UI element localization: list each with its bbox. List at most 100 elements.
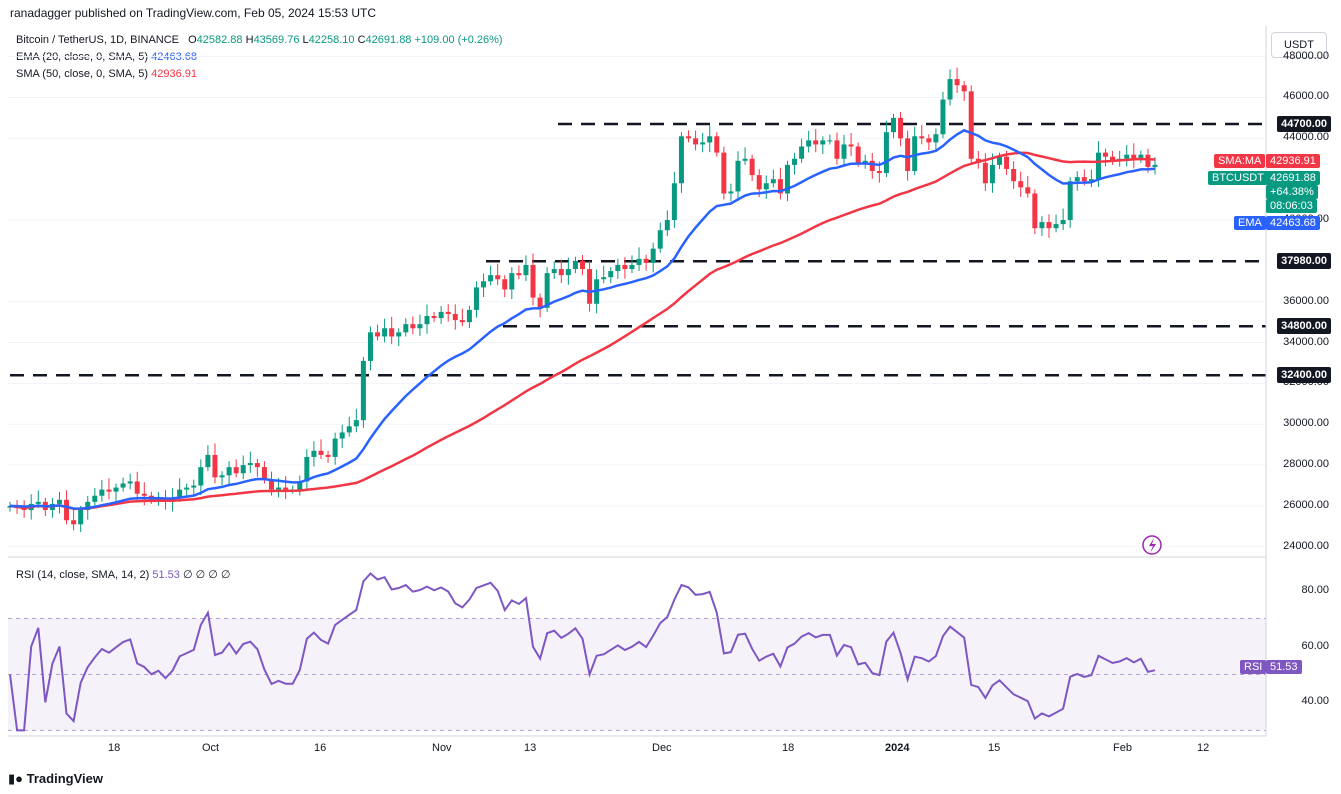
price-tick-label: 34000.00 [1283, 335, 1329, 348]
level-price-label: 37980.00 [1277, 253, 1331, 270]
price-tick-label: 48000.00 [1283, 49, 1329, 62]
candle-body [297, 481, 303, 490]
candle-body [883, 132, 889, 174]
candle-body [466, 309, 472, 323]
candle-body [834, 140, 840, 159]
candle-body [233, 467, 239, 474]
candle-body [509, 273, 515, 290]
candle-body [283, 487, 289, 490]
tradingview-icon: ▮● [8, 771, 24, 786]
time-tick-label: 18 [108, 742, 121, 754]
candle-body [495, 275, 501, 280]
candle-body [502, 279, 508, 290]
sma-legend[interactable]: SMA (50, close, 0, SMA, 5) 42936.91 [16, 68, 197, 80]
candle-body [417, 324, 423, 329]
candle-body [523, 264, 529, 276]
price-tick-label: 28000.00 [1283, 458, 1329, 471]
sma-legend-label: SMA (50, close, 0, SMA, 5) [16, 68, 149, 80]
candle-body [919, 136, 925, 139]
candle-body [961, 85, 967, 92]
candle-body [890, 117, 896, 133]
candle-body [1011, 168, 1017, 182]
candle-body [686, 136, 692, 139]
candle-body [254, 463, 260, 468]
candle-body [905, 138, 911, 172]
candle-body [410, 324, 416, 329]
candle-body [572, 260, 578, 270]
candle-body [339, 432, 345, 439]
candle-body [657, 230, 663, 249]
candle-body [636, 258, 642, 265]
candle-body [1152, 164, 1158, 167]
close-value: 42691.88 [365, 34, 412, 46]
symbol-name[interactable]: Bitcoin / TetherUS, 1D, BINANCE [16, 34, 180, 46]
btcusdt-badge: BTCUSDT [1208, 171, 1268, 185]
candle-body [551, 269, 557, 274]
candle-body [459, 320, 465, 323]
candle-body [799, 146, 805, 159]
candle-body [1060, 220, 1066, 225]
time-tick-label: Nov [432, 742, 452, 754]
candle-body [141, 493, 147, 496]
candle-body [78, 510, 84, 525]
candle-body [1138, 154, 1144, 159]
candle-body [64, 499, 70, 521]
candle-body [777, 179, 783, 194]
candle-body [827, 140, 833, 142]
rsi-line [9, 572, 1156, 732]
sma-50-line [9, 151, 1156, 511]
candle-body [106, 489, 112, 492]
candle-body [353, 420, 359, 427]
candle-body [940, 99, 946, 135]
candle-body [1046, 222, 1052, 229]
candle-body [325, 454, 331, 457]
time-tick-label: Oct [202, 742, 220, 754]
candle-body [438, 311, 444, 319]
candle-body [763, 183, 769, 190]
time-tick-label: 13 [524, 742, 537, 754]
countdown-badge: 08:06:03 [1266, 199, 1317, 213]
currency-button[interactable]: USDT [1271, 32, 1327, 58]
candle-body [989, 164, 995, 184]
tradingview-logo[interactable]: ▮● TradingView [8, 771, 103, 787]
candle-body [424, 316, 430, 325]
candle-body [226, 467, 232, 476]
candle-body [389, 328, 395, 337]
candle-body [205, 454, 211, 468]
candle-body [212, 454, 218, 478]
price-tick-label: 30000.00 [1283, 417, 1329, 430]
change-value: +109.00 (+0.26%) [414, 34, 503, 46]
candle-body [954, 79, 960, 86]
tradingview-brand: TradingView [26, 771, 103, 786]
candle-body [191, 485, 197, 488]
candle-body [276, 487, 282, 490]
candle-body [1088, 179, 1094, 182]
candle-body [1053, 224, 1059, 229]
time-tick-label: 18 [782, 742, 795, 754]
candle-body [933, 134, 939, 143]
candle-body [912, 136, 918, 172]
candle-body [1032, 193, 1038, 229]
candle-body [346, 426, 352, 433]
candle-body [1103, 152, 1109, 157]
level-price-label: 44700.00 [1277, 116, 1331, 133]
ema-badge: EMA [1234, 216, 1266, 230]
rsi-legend[interactable]: RSI (14, close, SMA, 14, 2) 51.53 ∅ ∅ ∅ … [16, 568, 230, 581]
publish-info: ranadagger published on TradingView.com,… [10, 6, 377, 20]
candle-body [134, 481, 140, 494]
candle-body [332, 438, 338, 457]
candle-body [1145, 154, 1151, 167]
candle-body [558, 269, 564, 276]
candle-body [99, 489, 105, 496]
candle-body [1124, 154, 1130, 159]
candle-body [721, 152, 727, 194]
candle-body [473, 287, 479, 310]
candle-body [481, 281, 487, 288]
candle-body [127, 481, 133, 484]
candle-body [120, 483, 126, 488]
lightning-icon[interactable] [1142, 535, 1162, 555]
candle-body [565, 269, 571, 276]
open-value: 42582.88 [196, 34, 243, 46]
high-label: H [245, 34, 254, 46]
